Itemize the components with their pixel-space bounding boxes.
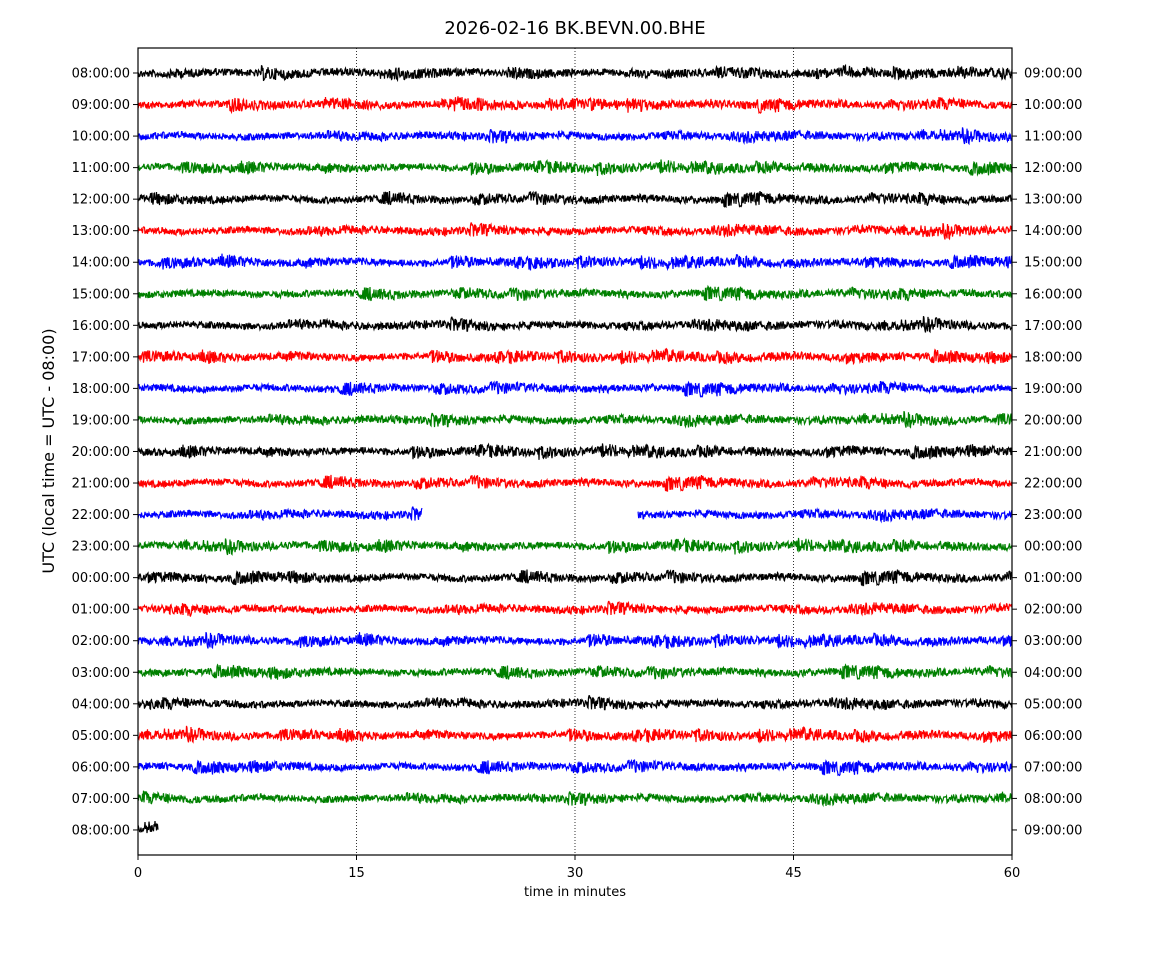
y-tick-label-right: 01:00:00 — [1024, 571, 1082, 586]
x-tick-label: 30 — [567, 866, 584, 881]
y-tick-label-left: 20:00:00 — [72, 445, 130, 460]
y-tick-label-left: 18:00:00 — [72, 382, 130, 397]
y-tick-label-right: 12:00:00 — [1024, 161, 1082, 176]
trace-row-10 — [137, 380, 1013, 398]
x-tick-label: 0 — [134, 866, 142, 881]
y-tick-label-right: 14:00:00 — [1024, 224, 1082, 239]
y-tick-label-left: 09:00:00 — [72, 98, 130, 113]
y-tick-label-right: 03:00:00 — [1024, 634, 1082, 649]
y-tick-label-left: 06:00:00 — [72, 760, 130, 775]
y-tick-label-left: 10:00:00 — [72, 130, 130, 145]
y-tick-label-left: 14:00:00 — [72, 256, 130, 271]
trace-row-7 — [137, 284, 1013, 302]
y-tick-label-left: 17:00:00 — [72, 350, 130, 365]
chart-title: 2026-02-16 BK.BEVN.00.BHE — [444, 18, 705, 39]
y-tick-label-left: 02:00:00 — [72, 634, 130, 649]
y-tick-label-right: 09:00:00 — [1024, 823, 1082, 838]
trace-row-12 — [137, 442, 1013, 460]
y-tick-label-left: 11:00:00 — [72, 161, 130, 176]
trace-row-17 — [137, 600, 1013, 617]
y-tick-label-right: 00:00:00 — [1024, 540, 1082, 555]
trace-row-23 — [137, 790, 1013, 808]
trace-row-22 — [137, 758, 1013, 777]
trace-row-4 — [137, 190, 1013, 209]
y-tick-label-left: 16:00:00 — [72, 319, 130, 334]
trace-row-19 — [137, 663, 1013, 680]
y-tick-label-left: 00:00:00 — [72, 571, 130, 586]
y-tick-label-right: 10:00:00 — [1024, 98, 1082, 113]
y-tick-label-right: 19:00:00 — [1024, 382, 1082, 397]
trace-row-14 — [137, 506, 423, 522]
trace-row-0 — [137, 63, 1013, 83]
y-tick-label-right: 22:00:00 — [1024, 477, 1082, 492]
y-tick-label-left: 12:00:00 — [72, 193, 130, 208]
y-tick-label-left: 22:00:00 — [72, 508, 130, 523]
y-tick-label-left: 04:00:00 — [72, 697, 130, 712]
y-tick-label-right: 13:00:00 — [1024, 193, 1082, 208]
y-tick-label-right: 04:00:00 — [1024, 666, 1082, 681]
y-tick-label-right: 23:00:00 — [1024, 508, 1082, 523]
trace-row-5 — [137, 222, 1013, 241]
y-tick-label-left: 03:00:00 — [72, 666, 130, 681]
x-tick-label: 60 — [1004, 866, 1021, 881]
trace-row-6 — [137, 253, 1013, 272]
trace-row-14 — [637, 507, 1013, 524]
trace-row-24 — [137, 821, 159, 834]
trace-row-2 — [137, 127, 1013, 146]
y-tick-label-right: 08:00:00 — [1024, 792, 1082, 807]
y-tick-label-left: 19:00:00 — [72, 413, 130, 428]
y-tick-label-left: 23:00:00 — [72, 540, 130, 555]
y-tick-label-right: 09:00:00 — [1024, 67, 1082, 82]
y-tick-label-right: 11:00:00 — [1024, 130, 1082, 145]
y-tick-label-right: 02:00:00 — [1024, 603, 1082, 618]
trace-row-9 — [137, 347, 1013, 366]
y-tick-label-right: 05:00:00 — [1024, 697, 1082, 712]
y-tick-label-right: 07:00:00 — [1024, 760, 1082, 775]
y-tick-label-right: 06:00:00 — [1024, 729, 1082, 744]
x-axis-label: time in minutes — [524, 885, 626, 900]
y-tick-label-left: 13:00:00 — [72, 224, 130, 239]
y-tick-label-left: 15:00:00 — [72, 287, 130, 302]
trace-row-11 — [137, 410, 1013, 429]
y-tick-label-left: 08:00:00 — [72, 823, 130, 838]
y-tick-label-right: 15:00:00 — [1024, 256, 1082, 271]
trace-row-16 — [137, 569, 1013, 587]
y-tick-label-right: 16:00:00 — [1024, 287, 1082, 302]
trace-row-3 — [137, 158, 1013, 177]
x-tick-label: 15 — [348, 866, 365, 881]
trace-row-18 — [137, 632, 1013, 650]
trace-row-15 — [137, 537, 1013, 556]
trace-row-20 — [137, 695, 1013, 712]
y-axis-label: UTC (local time = UTC - 08:00) — [39, 328, 58, 573]
trace-row-13 — [137, 474, 1013, 493]
x-tick-label: 45 — [785, 866, 802, 881]
trace-row-8 — [137, 315, 1013, 334]
y-tick-label-right: 18:00:00 — [1024, 350, 1082, 365]
trace-row-1 — [137, 96, 1013, 115]
y-tick-label-right: 17:00:00 — [1024, 319, 1082, 334]
y-tick-label-left: 05:00:00 — [72, 729, 130, 744]
y-tick-label-left: 08:00:00 — [72, 67, 130, 82]
y-tick-label-right: 20:00:00 — [1024, 413, 1082, 428]
trace-row-21 — [137, 725, 1013, 744]
y-tick-label-left: 07:00:00 — [72, 792, 130, 807]
y-tick-label-left: 01:00:00 — [72, 603, 130, 618]
y-tick-label-left: 21:00:00 — [72, 477, 130, 492]
y-tick-label-right: 21:00:00 — [1024, 445, 1082, 460]
